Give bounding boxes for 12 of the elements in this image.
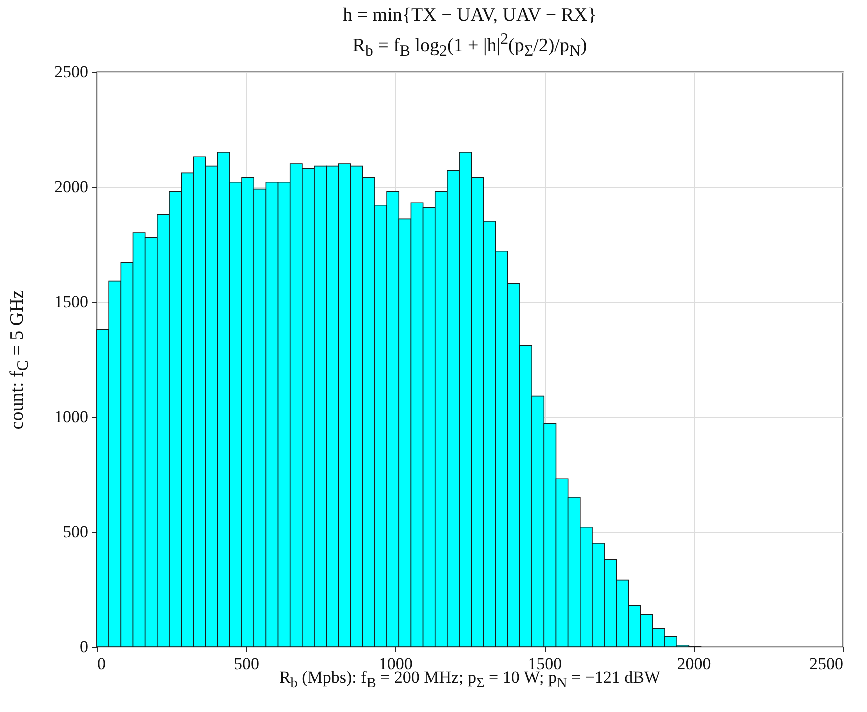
y-tick-label: 2500 [54,62,88,82]
x-tick-label: 500 [234,654,260,674]
chart-title: h = min{TX − UAV, UAV − RX} [342,4,598,28]
x-tick-label: 2500 [810,654,844,674]
y-tick-label: 2000 [54,178,88,196]
x-tick-label: 2000 [677,654,712,674]
y-tick-label: 0 [80,638,88,656]
text: R$_{b}$ = f$_{B}$ log$_{2}$(1 + |h|$^{2}$(p$_{Σ}$/2)/p$_{N}$) [352,31,588,60]
y-tick-label: 1500 [54,292,88,312]
x-tick-label: 0 [98,654,106,674]
y-tick-label: 500 [63,522,88,542]
y-tick-label: 1000 [54,408,88,426]
